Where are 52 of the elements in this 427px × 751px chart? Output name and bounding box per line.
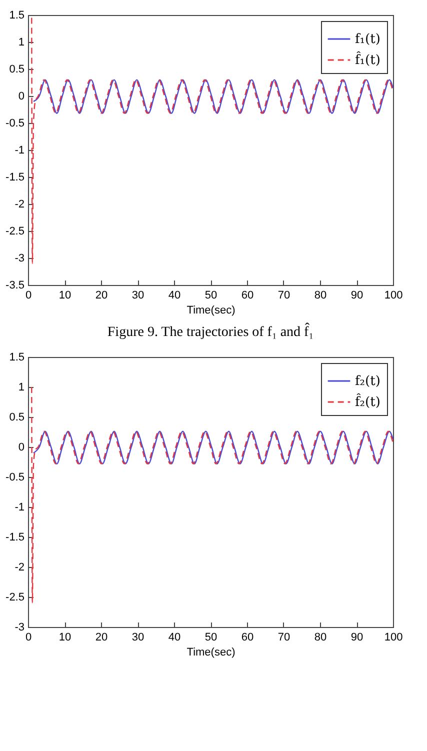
line-series (32, 79, 394, 114)
y-tick-label: -3 (14, 252, 24, 264)
x-tick-label: 50 (204, 290, 218, 302)
x-axis-title: Time(sec) (186, 646, 236, 658)
line-series (32, 430, 394, 464)
y-tick-label: 1.5 (9, 10, 24, 22)
legend-label: f₂(t) (355, 374, 380, 389)
y-tick-label: -2 (14, 198, 24, 210)
y-tick-label: -2.5 (6, 592, 24, 604)
x-tick-label: 90 (350, 632, 364, 644)
x-tick-label: 20 (95, 290, 108, 302)
y-tick-label: -0.5 (6, 118, 24, 130)
legend-label: f̂₂(t) (355, 393, 380, 410)
y-tick-label: -1 (14, 502, 24, 514)
legend-label: f₁(t) (355, 32, 380, 47)
x-axis-title: Time(sec) (186, 304, 236, 316)
y-tick-label: -3.5 (6, 280, 24, 292)
x-tick-label: 40 (168, 290, 181, 302)
line-series (31, 386, 394, 604)
x-tick-label: 20 (95, 632, 108, 644)
x-tick-label: 10 (58, 290, 72, 302)
y-tick-label: 1.5 (9, 352, 24, 364)
x-tick-label: 100 (384, 632, 403, 644)
x-tick-label: 60 (241, 632, 254, 644)
y-tick-label: 0 (18, 442, 24, 454)
legend-label: f̂₁(t) (355, 51, 380, 68)
y-tick-label: -2.5 (6, 226, 24, 238)
caption: Figure 9. The trajectories of f₁ and f̂₁ (107, 322, 314, 340)
x-tick-label: 80 (314, 290, 327, 302)
x-tick-label: 10 (58, 632, 72, 644)
x-tick-label: 70 (278, 290, 290, 302)
x-tick-label: 50 (204, 632, 218, 644)
y-tick-label: 0 (18, 90, 24, 102)
y-tick-label: -2 (14, 562, 24, 574)
x-tick-label: 40 (168, 632, 181, 644)
x-tick-label: 30 (132, 632, 144, 644)
y-tick-label: -1.5 (6, 532, 24, 544)
y-tick-label: -1 (14, 144, 24, 156)
y-tick-label: -0.5 (6, 472, 24, 484)
line-series (31, 17, 394, 264)
x-tick-label: 90 (350, 290, 364, 302)
x-tick-label: 100 (384, 290, 403, 302)
y-tick-label: 1 (18, 382, 24, 394)
y-tick-label: -3 (14, 622, 24, 634)
y-tick-label: 1 (18, 36, 24, 48)
x-tick-label: 80 (314, 632, 327, 644)
x-tick-label: 30 (132, 290, 144, 302)
y-tick-label: 0.5 (9, 64, 24, 76)
x-tick-label: 70 (278, 632, 290, 644)
y-tick-label: 0.5 (9, 412, 24, 424)
y-tick-label: -1.5 (6, 172, 24, 184)
x-tick-label: 60 (241, 290, 254, 302)
